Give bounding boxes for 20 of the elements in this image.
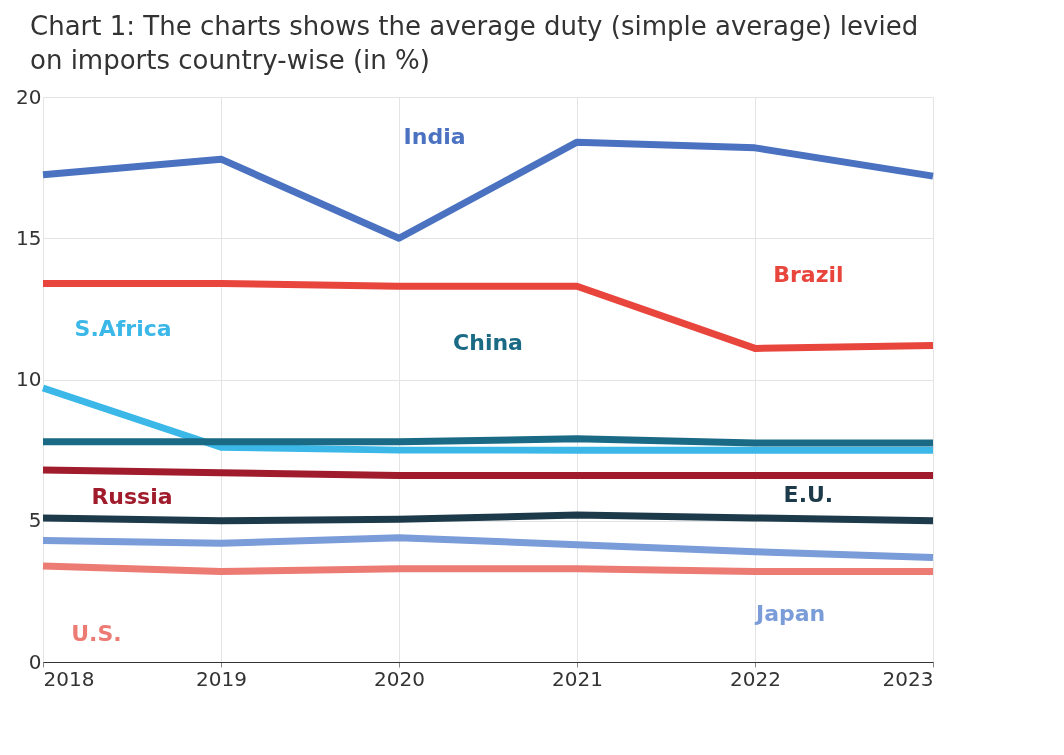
text: India <box>403 123 466 149</box>
text: U.S. <box>71 620 122 646</box>
text: Japan <box>753 600 826 626</box>
y-tick-label: 0 <box>28 649 42 674</box>
y-tick-label: 15 <box>16 225 42 250</box>
x-tick-label: 2023 <box>882 666 934 691</box>
x-tick-label: 2021 <box>552 666 603 691</box>
x-tick-label: 2018 <box>43 666 95 691</box>
y-tick-label: 20 <box>16 84 42 109</box>
x-tick-label: 2020 <box>374 666 425 691</box>
x-tick-label: 2022 <box>730 666 781 691</box>
text: S.Africa <box>74 315 172 341</box>
series-label: E.U. <box>783 481 834 507</box>
y-tick-label: 10 <box>16 366 42 391</box>
text: China <box>453 329 523 355</box>
series-label: Russia <box>91 483 173 509</box>
text: Brazil <box>773 261 844 287</box>
y-tick-label: 5 <box>28 507 42 532</box>
chart-title: Chart 1: The charts shows the average duty (simple average) levied on imports country-wise (in %) <box>30 10 920 77</box>
x-tick-label: 2019 <box>196 666 247 691</box>
